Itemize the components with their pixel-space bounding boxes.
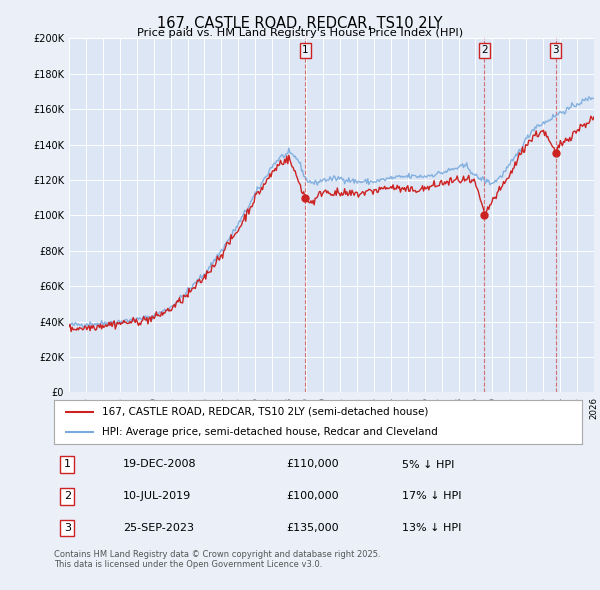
Text: 2: 2	[64, 491, 71, 501]
Text: HPI: Average price, semi-detached house, Redcar and Cleveland: HPI: Average price, semi-detached house,…	[101, 427, 437, 437]
Text: 5% ↓ HPI: 5% ↓ HPI	[403, 460, 455, 470]
Text: Contains HM Land Registry data © Crown copyright and database right 2025.
This d: Contains HM Land Registry data © Crown c…	[54, 550, 380, 569]
Text: 10-JUL-2019: 10-JUL-2019	[122, 491, 191, 501]
Text: 167, CASTLE ROAD, REDCAR, TS10 2LY: 167, CASTLE ROAD, REDCAR, TS10 2LY	[157, 16, 443, 31]
Text: 19-DEC-2008: 19-DEC-2008	[122, 460, 196, 470]
Text: £135,000: £135,000	[286, 523, 339, 533]
Text: 3: 3	[64, 523, 71, 533]
Text: 2: 2	[481, 45, 488, 55]
Text: 1: 1	[64, 460, 71, 470]
Text: 13% ↓ HPI: 13% ↓ HPI	[403, 523, 462, 533]
Text: 3: 3	[552, 45, 559, 55]
Text: £110,000: £110,000	[286, 460, 339, 470]
Text: 25-SEP-2023: 25-SEP-2023	[122, 523, 194, 533]
Text: £100,000: £100,000	[286, 491, 339, 501]
Text: Price paid vs. HM Land Registry's House Price Index (HPI): Price paid vs. HM Land Registry's House …	[137, 28, 463, 38]
Text: 1: 1	[302, 45, 309, 55]
Text: 167, CASTLE ROAD, REDCAR, TS10 2LY (semi-detached house): 167, CASTLE ROAD, REDCAR, TS10 2LY (semi…	[101, 407, 428, 417]
Text: 17% ↓ HPI: 17% ↓ HPI	[403, 491, 462, 501]
